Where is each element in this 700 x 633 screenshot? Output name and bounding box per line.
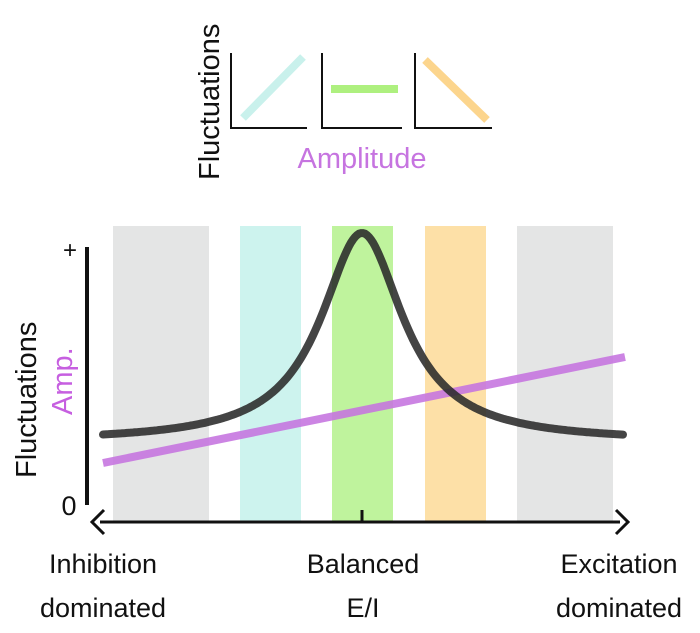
x-label-excitation-line2: dominated xyxy=(556,593,682,623)
inset-trend-3 xyxy=(422,57,490,123)
main-diagram: + 0 Fluctuations Amp. Inhibition dominat… xyxy=(11,226,682,623)
y-zero-label: 0 xyxy=(61,491,76,521)
x-label-balanced-line2: E/I xyxy=(346,593,379,623)
x-label-inhibition-line2: dominated xyxy=(40,593,166,623)
x-label-inhibition-line1: Inhibition xyxy=(49,549,157,579)
amplitude-line xyxy=(102,353,626,467)
band-balanced xyxy=(332,226,393,522)
inset-xlabel: Amplitude xyxy=(298,143,427,175)
inset-panels: Fluctuations Amplitude xyxy=(194,24,492,180)
inset-axes-2 xyxy=(321,53,402,129)
inset-panel-decreasing xyxy=(414,53,492,129)
x-label-balanced-line1: Balanced xyxy=(307,549,420,579)
y-label-fluctuations: Fluctuations xyxy=(11,322,43,478)
inset-ylabel: Fluctuations xyxy=(194,24,226,180)
x-axis-right-arrow xyxy=(614,508,631,536)
inset-axes-1 xyxy=(230,53,307,129)
inset-panel-increasing xyxy=(230,53,307,129)
y-label-amplitude: Amp. xyxy=(47,347,79,415)
inset-panel-flat xyxy=(321,53,402,129)
inset-trend-1 xyxy=(240,54,306,121)
inset-axes-3 xyxy=(414,53,492,129)
fluctuation-curve xyxy=(99,229,627,439)
band-inhibition xyxy=(113,226,209,522)
x-axis-left-arrow xyxy=(89,508,106,536)
y-top-tick-label: + xyxy=(63,237,77,264)
x-label-excitation-line1: Excitation xyxy=(560,549,677,579)
